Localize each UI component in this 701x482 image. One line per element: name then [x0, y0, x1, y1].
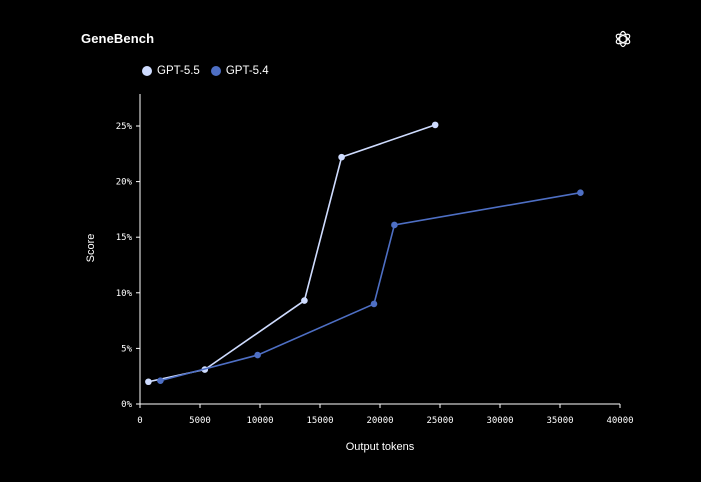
data-point-series-1	[431, 121, 439, 129]
legend-label-series-1: GPT-5.5	[157, 65, 200, 77]
openai-logo-icon	[615, 30, 631, 48]
data-point-series-1	[301, 297, 308, 304]
y-axis-title: Score	[85, 234, 97, 263]
x-axis-title: Output tokens	[346, 441, 415, 453]
chart-axes: 0 5000 10000 15000 20000 25000 30000 35000 40000…	[116, 94, 634, 426]
chart-legend: GPT-5.5 GPT-5.4	[142, 65, 280, 77]
y-tick-label: 15%	[116, 233, 133, 243]
y-tick-label: 25%	[116, 122, 133, 132]
x-tick-label: 10000	[246, 416, 273, 426]
x-tick-label: 35000	[546, 416, 573, 426]
x-tick-label: 15000	[306, 416, 333, 426]
data-point-series-1	[338, 153, 345, 161]
data-point-series-2	[254, 351, 261, 359]
y-tick-label: 10%	[116, 289, 133, 299]
legend-item-series-2: GPT-5.4	[210, 65, 269, 77]
x-tick-label: 25000	[426, 416, 453, 426]
x-tick-label: 0	[137, 416, 142, 426]
x-tick-label: 40000	[606, 416, 633, 426]
series-line-1	[148, 124, 436, 383]
legend-marker-series-1	[142, 66, 152, 76]
x-tick-label: 20000	[366, 416, 393, 426]
y-tick-label: 20%	[116, 178, 133, 188]
legend-marker-series-2	[210, 66, 221, 76]
chart-title: GeneBench	[81, 31, 155, 46]
data-point-series-2	[157, 377, 164, 384]
data-point-series-2	[391, 221, 398, 229]
y-tick-label: 5%	[121, 344, 132, 354]
legend-label-series-2: GPT-5.4	[225, 65, 269, 77]
x-tick-label: 30000	[486, 416, 513, 426]
chart-series-layer	[145, 121, 584, 386]
y-tick-label: 0%	[121, 400, 132, 410]
x-tick-label: 5000	[189, 416, 211, 426]
series-line-2	[160, 191, 581, 382]
data-point-series-2	[577, 189, 584, 197]
data-point-series-1	[145, 378, 152, 386]
legend-item-series-1: GPT-5.5	[142, 65, 200, 77]
data-point-series-2	[370, 300, 378, 308]
